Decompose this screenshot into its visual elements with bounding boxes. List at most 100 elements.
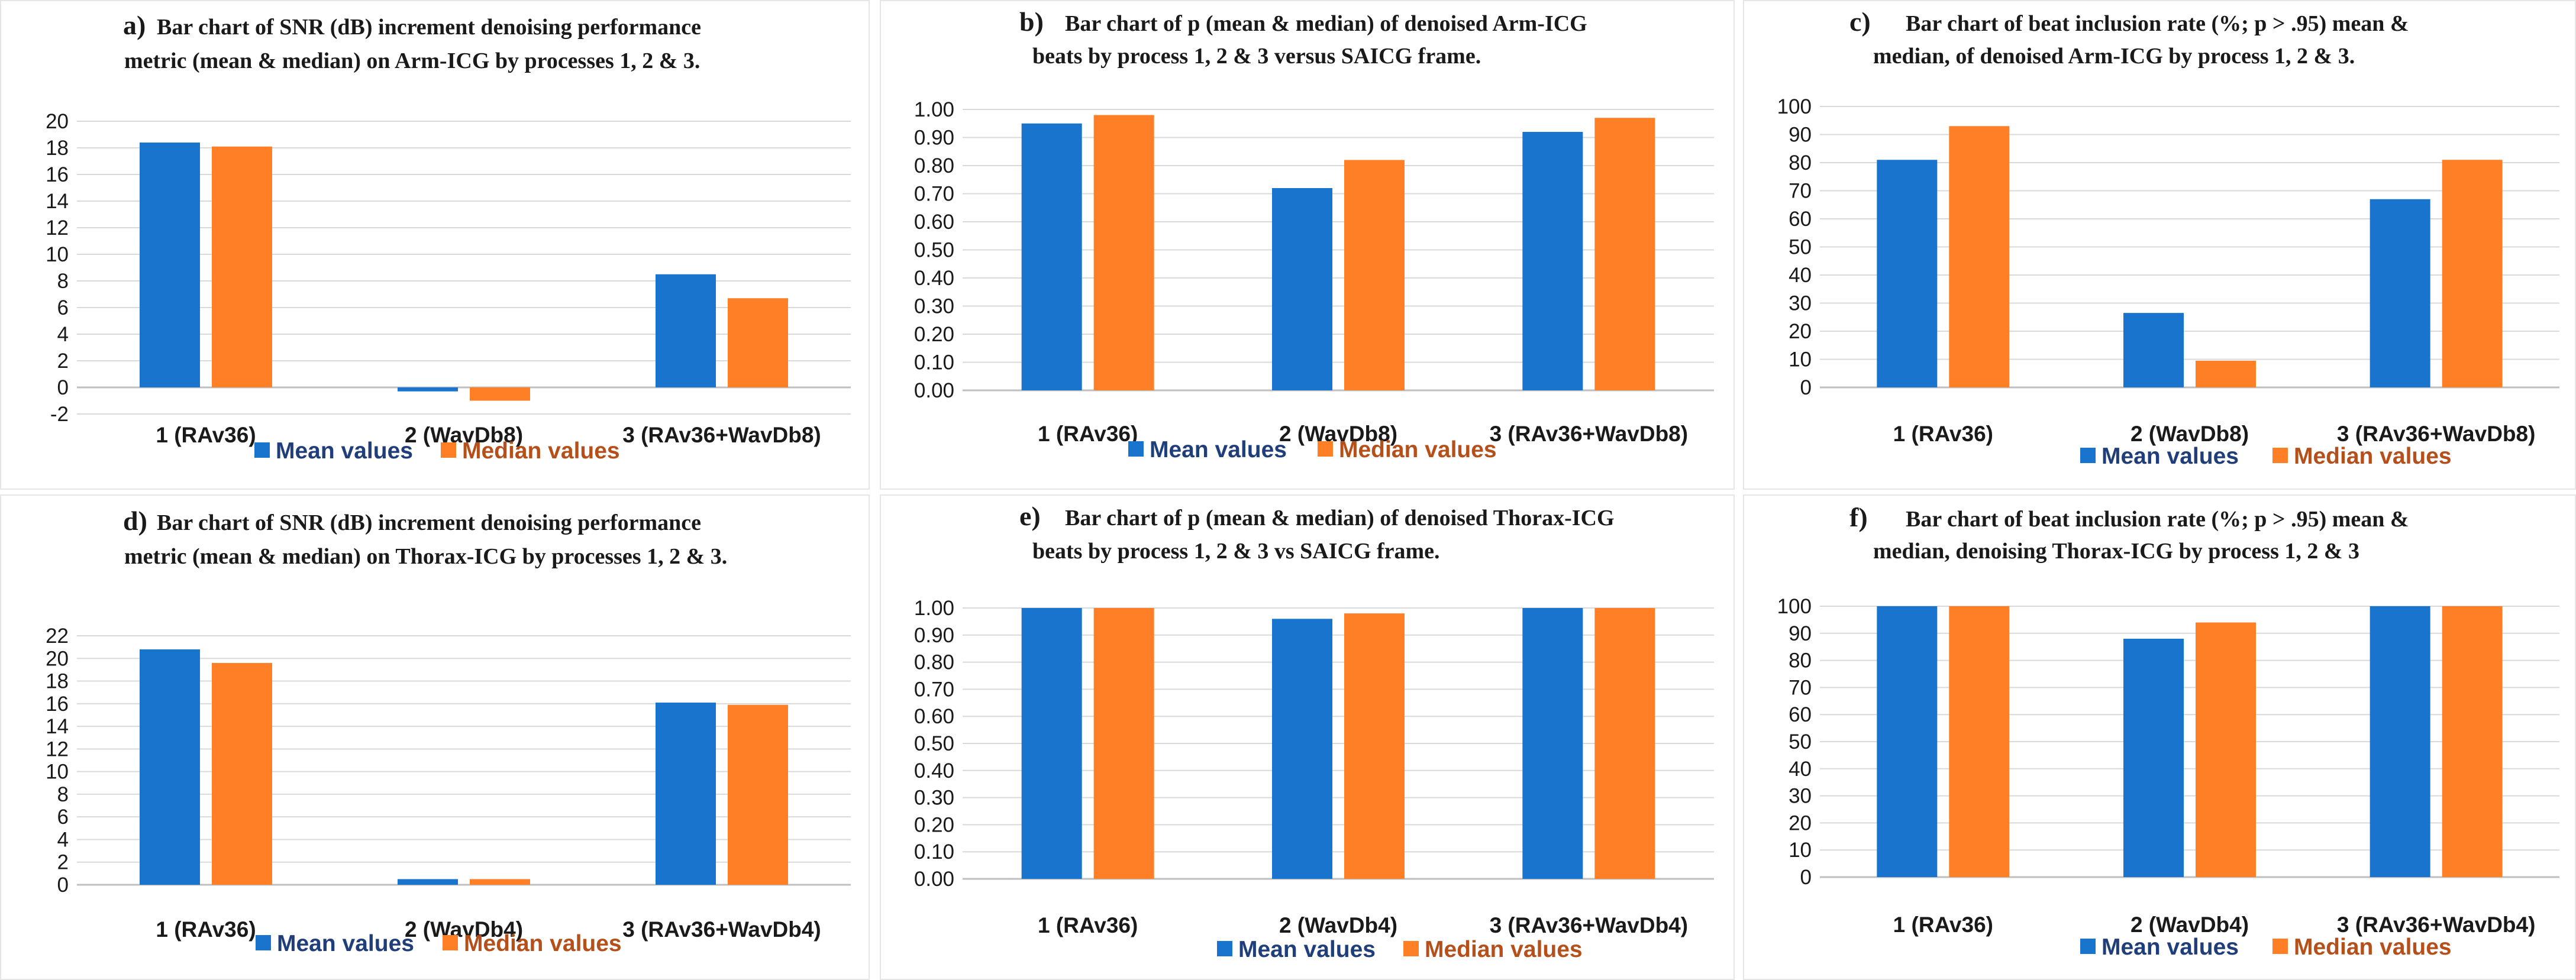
- legend-mean-label: Mean values: [276, 438, 413, 464]
- y-tick-label: 90: [1789, 124, 1812, 147]
- y-tick-label: 0.80: [914, 154, 954, 177]
- x-category-label: 2 (WavDb8): [1279, 422, 1397, 446]
- x-category-label: 3 (RAv36+WavDb8): [622, 423, 821, 447]
- legend-mean-label: Mean values: [1150, 437, 1287, 462]
- mean-bar: [1272, 188, 1332, 390]
- legend-mean-swatch: [256, 935, 271, 950]
- median-bar: [728, 704, 788, 885]
- y-tick-label: 16: [46, 163, 69, 186]
- y-tick-label: 0.10: [914, 351, 954, 374]
- y-tick-label: 40: [1789, 758, 1812, 781]
- mean-bar: [1021, 608, 1082, 879]
- y-tick-label: 12: [46, 738, 69, 761]
- y-tick-label: 1.00: [914, 98, 954, 121]
- chart-title-line-2: metric (mean & median) on Thorax-ICG by …: [124, 544, 727, 569]
- y-tick-label: 0.40: [914, 759, 954, 782]
- mean-bar: [656, 274, 716, 387]
- x-category-label: 2 (WavDb8): [405, 423, 523, 447]
- y-tick-label: -2: [50, 403, 69, 426]
- legend-median-swatch: [1403, 941, 1419, 956]
- y-tick-label: 40: [1789, 264, 1812, 287]
- panel-border: [1743, 0, 2576, 490]
- y-tick-label: 0.50: [914, 732, 954, 755]
- y-tick-label: 12: [46, 216, 69, 240]
- y-tick-label: 0.00: [914, 379, 954, 402]
- y-tick-label: 14: [46, 190, 69, 213]
- x-category-label: 1 (RAv36): [1893, 422, 1993, 446]
- legend-median-swatch: [2272, 939, 2288, 954]
- mean-bar: [2123, 638, 2184, 877]
- chart-title-letter: e): [1019, 501, 1041, 531]
- median-bar: [1344, 613, 1405, 879]
- legend-mean-swatch: [1128, 441, 1144, 457]
- y-tick-label: 10: [46, 243, 69, 266]
- median-bar: [1594, 608, 1655, 879]
- x-category-label: 3 (RAv36+WavDb4): [2337, 913, 2536, 937]
- legend-mean-label: Mean values: [2102, 444, 2239, 469]
- y-tick-label: 60: [1789, 703, 1812, 726]
- chart-panel-f: f) Bar chart of beat inclusion rate (%; p…: [1743, 494, 2576, 980]
- chart-title-line-2: beats by process 1, 2 & 3 versus SAICG f…: [1032, 44, 1481, 69]
- y-tick-label: 20: [46, 647, 69, 670]
- y-tick-label: 18: [46, 137, 69, 160]
- mean-bar: [398, 879, 458, 885]
- chart-title-letter: f): [1849, 502, 1868, 532]
- chart-title-line-1: Bar chart of beat inclusion rate (%; p >…: [1906, 11, 2409, 36]
- mean-bar: [2123, 313, 2184, 387]
- median-bar: [212, 146, 272, 387]
- x-category-label: 2 (WavDb4): [2130, 913, 2249, 937]
- legend-median-swatch: [2272, 448, 2288, 463]
- median-bar: [1093, 115, 1154, 390]
- y-tick-label: 10: [46, 761, 69, 784]
- median-bar: [2196, 622, 2256, 877]
- y-tick-label: 10: [1789, 348, 1812, 371]
- x-category-label: 3 (RAv36+WavDb8): [2337, 422, 2536, 446]
- mean-bar: [140, 143, 200, 387]
- chart-title-line-1: Bar chart of p (mean & median) of denois…: [1065, 11, 1587, 36]
- y-tick-label: 20: [1789, 320, 1812, 343]
- legend-median-label: Median values: [464, 931, 622, 956]
- x-category-label: 2 (WavDb4): [1279, 913, 1397, 937]
- y-tick-label: 30: [1789, 785, 1812, 808]
- x-category-label: 1 (RAv36): [1893, 913, 1993, 937]
- y-tick-label: 90: [1789, 622, 1812, 645]
- chart-title-line-1: Bar chart of p (mean & median) of denois…: [1065, 506, 1615, 531]
- legend-mean-swatch: [254, 442, 270, 458]
- y-tick-label: 8: [57, 270, 69, 293]
- x-category-label: 2 (WavDb8): [2130, 422, 2249, 446]
- chart-panel-b: b) Bar chart of p (mean & median) of deno…: [880, 0, 1735, 490]
- y-tick-label: 0.70: [914, 183, 954, 206]
- chart-title-line-2: metric (mean & median) on Arm-ICG by pro…: [124, 48, 700, 73]
- y-tick-label: 20: [46, 110, 69, 133]
- chart-title-line-1: Bar chart of beat inclusion rate (%; p >…: [1906, 507, 2409, 532]
- median-bar: [728, 298, 788, 387]
- y-tick-label: 22: [46, 625, 69, 648]
- chart-title-letter: d): [123, 506, 147, 536]
- x-category-label: 2 (WavDb4): [405, 917, 523, 942]
- panel-border: [0, 494, 870, 980]
- legend-mean-label: Mean values: [1238, 937, 1376, 962]
- chart-svg-c: c) Bar chart of beat inclusion rate (%; p…: [1743, 0, 2576, 490]
- y-tick-label: 8: [57, 783, 69, 806]
- x-category-label: 1 (RAv36): [1038, 913, 1138, 937]
- median-bar: [2196, 360, 2256, 387]
- y-tick-label: 70: [1789, 676, 1812, 699]
- legend-median-label: Median values: [2294, 934, 2452, 960]
- y-tick-label: 30: [1789, 292, 1812, 315]
- y-tick-label: 14: [46, 715, 69, 738]
- x-category-label: 1 (RAv36): [156, 423, 256, 447]
- mean-bar: [1877, 606, 1938, 877]
- legend-median-label: Median values: [1425, 937, 1583, 962]
- chart-svg-d: d) Bar chart of SNR (dB) increment denois…: [0, 494, 870, 980]
- chart-svg-b: b) Bar chart of p (mean & median) of deno…: [880, 0, 1735, 490]
- y-tick-label: 4: [57, 323, 69, 346]
- chart-title-letter: c): [1849, 7, 1871, 37]
- y-tick-label: 100: [1777, 95, 1812, 118]
- mean-bar: [1522, 132, 1583, 390]
- median-bar: [2442, 606, 2503, 877]
- legend-mean-swatch: [1217, 941, 1232, 956]
- chart-svg-a: a) Bar chart of SNR (dB) increment denois…: [0, 0, 870, 490]
- median-bar: [1344, 160, 1405, 390]
- y-tick-label: 1.00: [914, 597, 954, 620]
- y-tick-label: 80: [1789, 649, 1812, 672]
